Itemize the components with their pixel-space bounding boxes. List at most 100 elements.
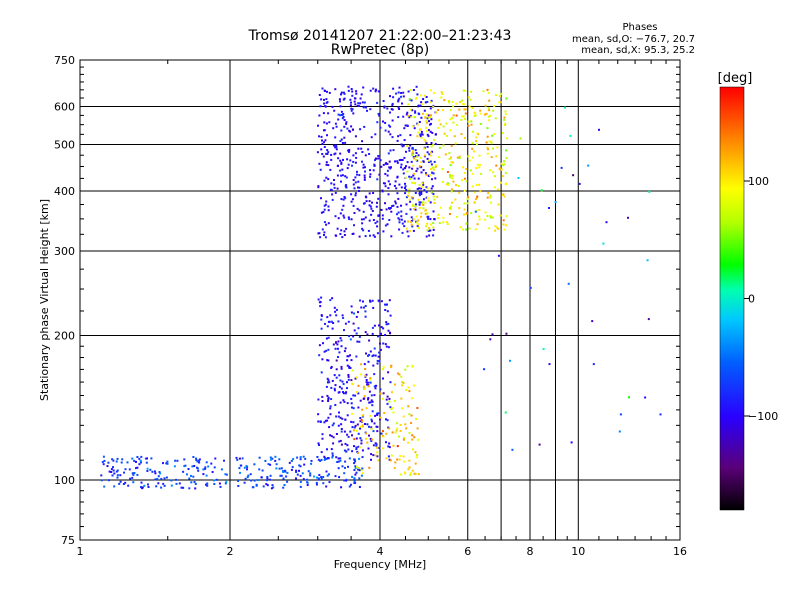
data-point <box>416 135 419 138</box>
data-point <box>353 224 355 227</box>
data-point <box>184 464 187 467</box>
data-point <box>451 100 454 103</box>
data-point <box>447 183 450 186</box>
data-point <box>385 418 387 421</box>
data-point <box>358 186 361 189</box>
data-point <box>335 456 338 459</box>
data-point <box>355 332 358 335</box>
data-point <box>359 437 362 440</box>
data-point <box>366 423 369 426</box>
phases-x-stats: mean, sd,X: 95.3, 25.2 <box>581 45 695 56</box>
data-point <box>368 204 371 207</box>
data-point <box>143 484 146 487</box>
data-point <box>402 115 405 118</box>
data-point <box>403 127 406 130</box>
data-point <box>398 458 401 461</box>
data-point <box>459 101 461 103</box>
data-point <box>416 188 419 190</box>
data-point <box>429 160 432 163</box>
chart-subtitle: RwPretec (8p) <box>331 42 429 58</box>
data-point <box>350 483 352 486</box>
data-point <box>420 212 423 215</box>
data-point <box>355 355 358 358</box>
data-point <box>402 415 405 418</box>
data-point <box>147 483 149 486</box>
data-point <box>202 468 205 471</box>
data-point <box>269 463 272 466</box>
data-point <box>441 93 444 95</box>
data-point <box>260 476 263 479</box>
data-point <box>427 199 430 202</box>
data-point <box>396 427 399 430</box>
data-point <box>401 407 404 410</box>
data-point <box>475 143 478 146</box>
data-point <box>384 309 387 311</box>
data-point <box>121 458 124 461</box>
data-point <box>266 476 269 478</box>
data-point <box>355 376 358 379</box>
data-point <box>325 122 328 125</box>
data-point <box>363 395 366 398</box>
data-point <box>370 453 373 456</box>
data-point <box>388 166 391 169</box>
data-point <box>327 359 330 362</box>
data-point <box>339 152 342 155</box>
data-point <box>414 158 417 161</box>
data-point <box>415 215 418 218</box>
data-point <box>342 116 345 118</box>
data-point <box>337 217 340 220</box>
data-point <box>376 220 379 223</box>
data-point <box>206 484 209 487</box>
data-point <box>341 314 344 317</box>
data-point <box>330 448 333 451</box>
data-point <box>337 424 340 427</box>
data-point <box>325 457 328 460</box>
data-point <box>126 461 129 464</box>
data-point <box>460 133 463 136</box>
data-point <box>407 114 410 117</box>
data-point <box>370 213 373 216</box>
data-point <box>502 193 505 196</box>
data-point <box>488 109 491 112</box>
data-point <box>382 120 384 123</box>
data-point <box>352 394 355 397</box>
data-point <box>354 481 357 484</box>
data-point <box>346 402 349 405</box>
data-point <box>489 194 492 197</box>
data-point <box>426 215 429 218</box>
data-point <box>418 227 420 229</box>
data-point <box>376 201 378 204</box>
data-point <box>392 444 395 447</box>
data-point <box>422 204 425 206</box>
data-point <box>306 484 309 486</box>
data-point <box>356 451 359 454</box>
data-point <box>384 172 387 175</box>
data-point <box>486 196 489 199</box>
data-point <box>345 122 348 125</box>
x-tick-label: 1 <box>77 545 84 558</box>
data-point <box>367 148 370 151</box>
data-point <box>342 317 345 319</box>
data-point <box>403 139 406 141</box>
data-point <box>309 474 312 477</box>
data-point <box>188 477 191 480</box>
data-point <box>379 348 382 351</box>
data-point <box>319 305 322 308</box>
data-point <box>420 166 423 169</box>
data-point <box>456 123 459 126</box>
data-point <box>350 101 352 104</box>
data-point <box>369 378 371 381</box>
data-point <box>351 90 354 93</box>
data-point <box>478 183 481 186</box>
data-point <box>352 421 355 424</box>
data-point <box>411 181 414 184</box>
data-point <box>367 447 370 450</box>
data-point <box>268 478 271 481</box>
data-point <box>370 207 373 210</box>
data-point <box>417 131 420 134</box>
data-point <box>325 337 328 340</box>
data-point <box>316 476 318 479</box>
data-point <box>366 383 368 386</box>
data-point <box>190 474 192 477</box>
data-point <box>440 91 443 94</box>
